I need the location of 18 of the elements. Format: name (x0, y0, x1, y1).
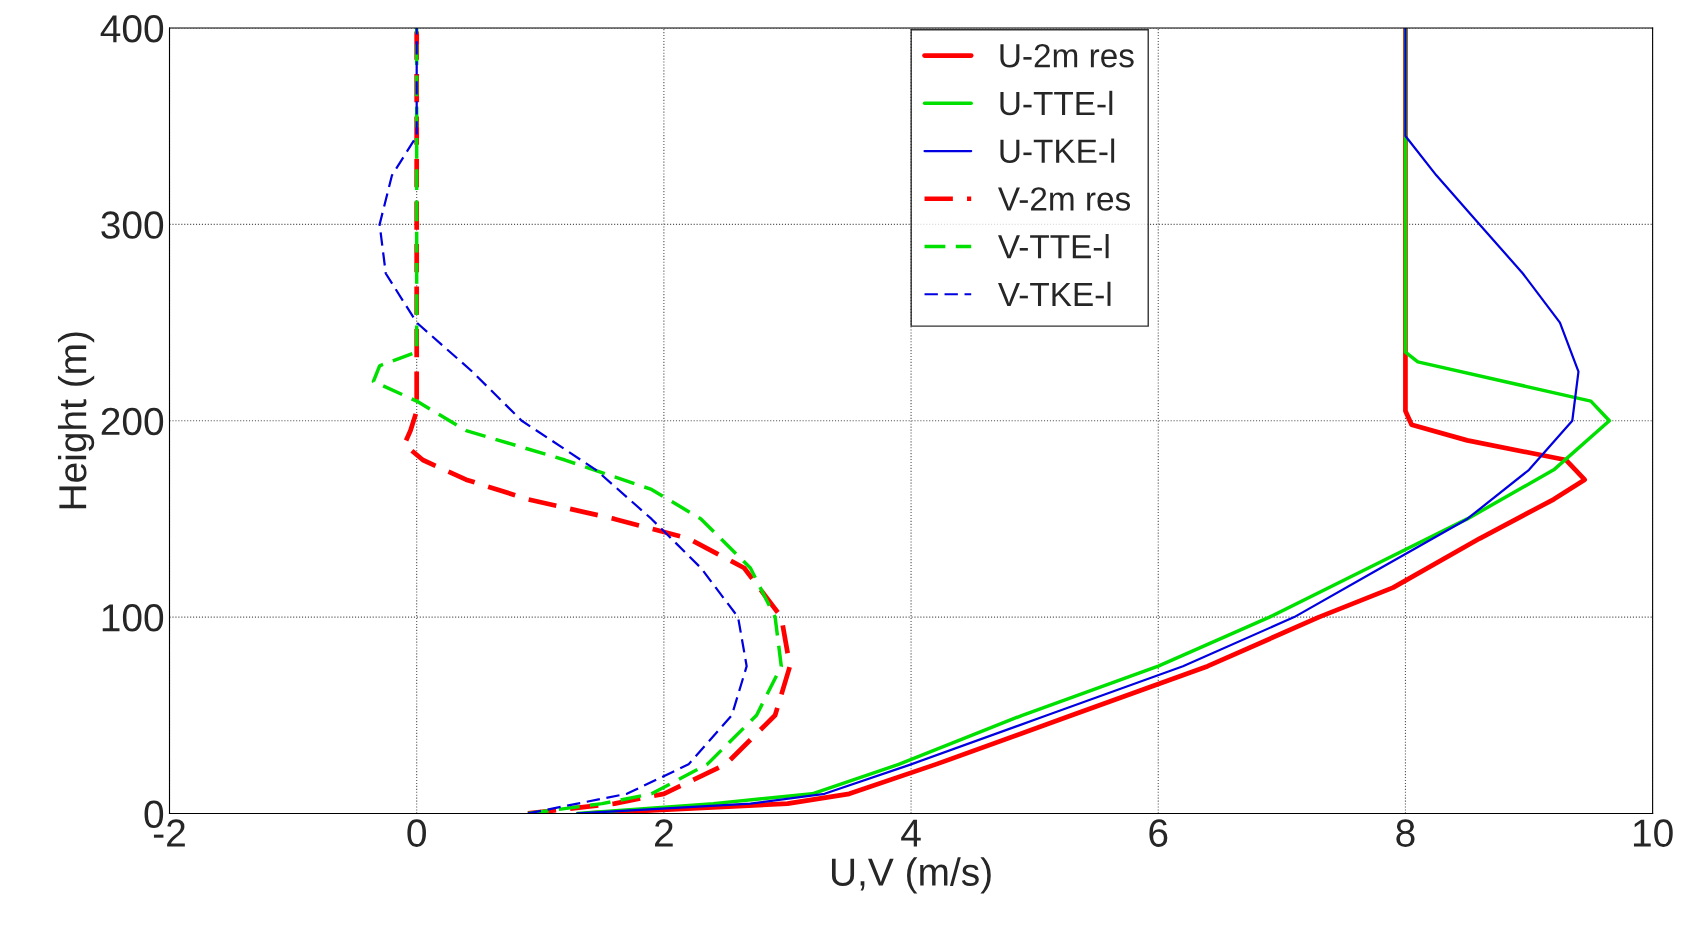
legend-label: U-2m res (1000, 43, 1134, 68)
x-axis-title: U,V (m/s) (831, 857, 991, 894)
x-tick-label: 0 (407, 819, 426, 847)
y-tick-label: 100 (102, 604, 164, 632)
x-tick-label: 6 (1149, 819, 1168, 847)
legend-label: V-2m res (998, 187, 1131, 211)
y-tick-label: 300 (101, 211, 164, 239)
x-tick-label: 2 (655, 819, 673, 847)
x-tick-label: 10 (1633, 819, 1673, 847)
y-axis-title: Height (m) (57, 332, 95, 509)
legend-label: V-TKE-l (998, 281, 1111, 306)
x-tick-label: 8 (1396, 819, 1415, 847)
y-tick-label: 200 (101, 407, 164, 436)
legend-label: U-TKE-l (1000, 138, 1115, 164)
legend-label: U-TTE-l (1000, 90, 1113, 116)
x-tick-label: 4 (901, 819, 921, 847)
legend-label: V-TTE-l (998, 234, 1109, 259)
y-tick-label: 400 (100, 14, 164, 43)
